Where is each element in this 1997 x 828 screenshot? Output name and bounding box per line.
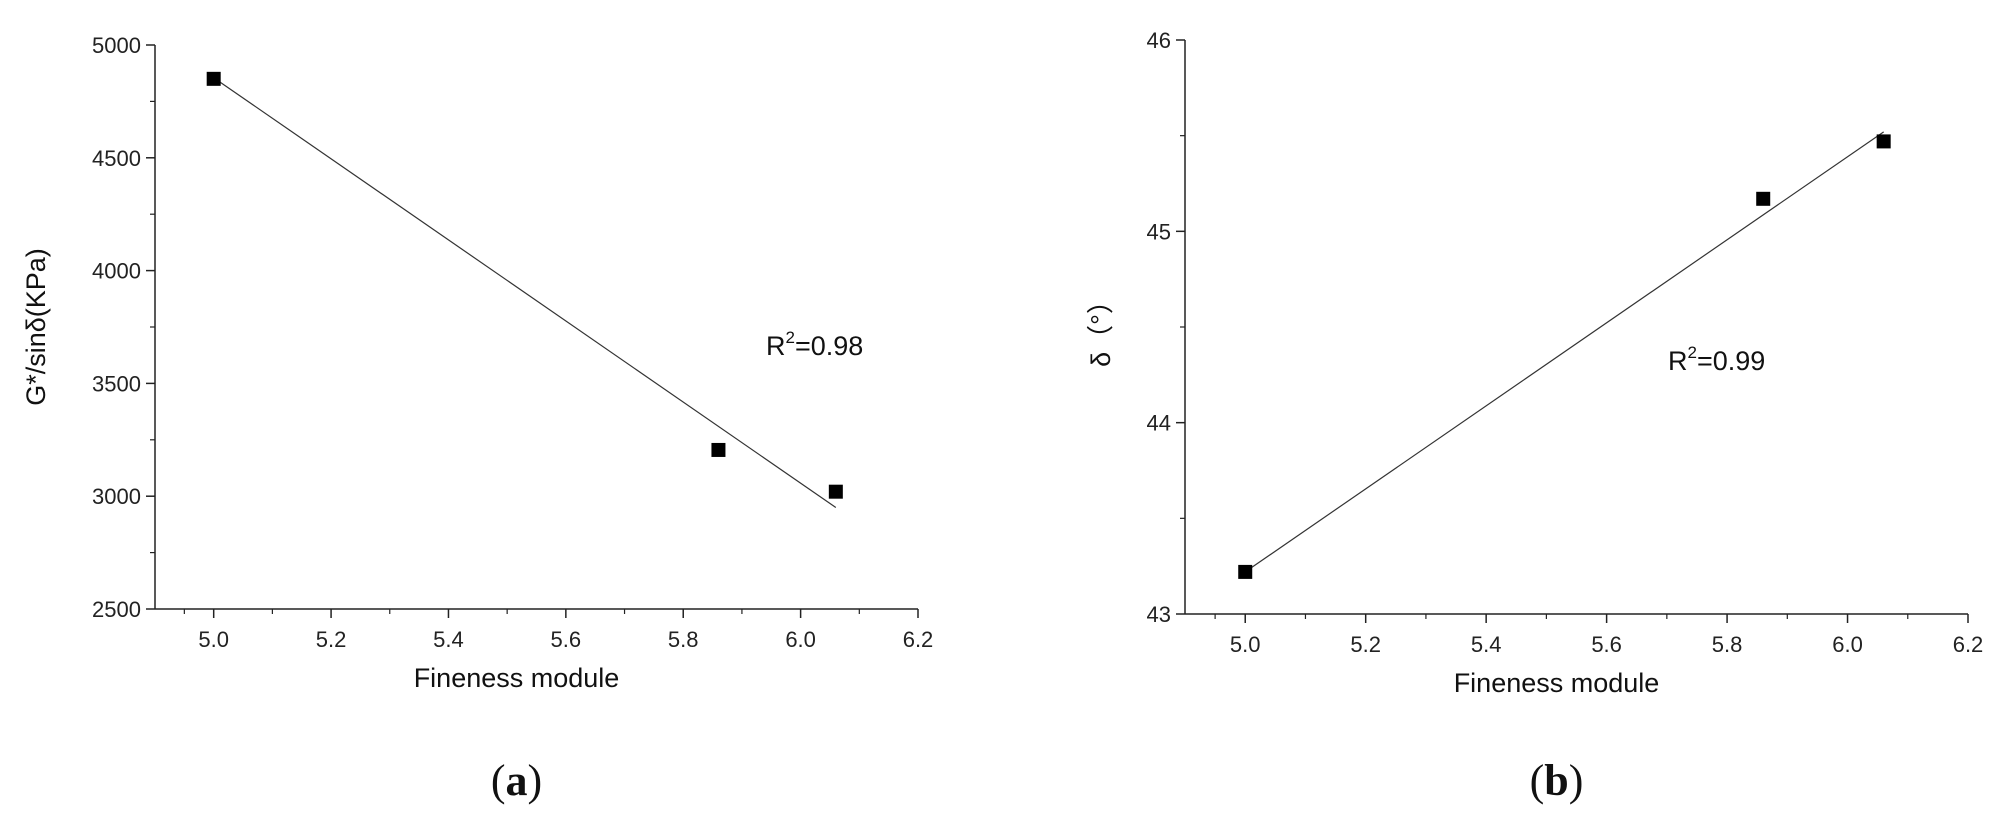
caption-b: (b) <box>1529 756 1584 805</box>
x-axis-title: Fineness module <box>1454 668 1660 698</box>
y-axis-title: δ（°） <box>1086 287 1116 367</box>
y-tick-label: 2500 <box>92 597 141 622</box>
x-tick-label: 5.4 <box>433 627 464 652</box>
y-tick-label: 3000 <box>92 484 141 509</box>
x-axis-title: Fineness module <box>414 663 620 693</box>
x-tick-label: 5.2 <box>1350 632 1381 657</box>
caption-a: (a) <box>490 756 543 805</box>
chart-b-svg: 5.0 5.2 5.4 5.6 5.8 6.0 6.2 43 44 45 46 Fineness mo… <box>1086 28 1984 698</box>
x-tick-label: 6.0 <box>785 627 816 652</box>
y-tick-label: 4000 <box>92 259 141 284</box>
data-point <box>828 484 843 499</box>
data-point <box>1876 134 1891 149</box>
x-tick-label: 5.0 <box>198 627 229 652</box>
y-tick-label: 5000 <box>92 33 141 58</box>
x-tick-label: 6.0 <box>1832 632 1863 657</box>
data-point <box>1238 564 1253 579</box>
r-squared-annotation: R2=0.99 <box>1668 343 1765 376</box>
y-tick-label: 43 <box>1147 602 1171 627</box>
x-tick-label: 5.6 <box>551 627 582 652</box>
data-point <box>711 442 726 457</box>
y-tick-label: 45 <box>1147 219 1171 244</box>
x-tick-label: 5.6 <box>1591 632 1622 657</box>
y-tick-label: 44 <box>1147 411 1171 436</box>
y-tick-label: 3500 <box>92 371 141 396</box>
x-tick-label: 5.8 <box>1712 632 1743 657</box>
data-point <box>206 71 221 86</box>
y-axis-title: G*/sinδ(KPa) <box>21 248 51 406</box>
y-tick-label: 46 <box>1147 28 1171 53</box>
chart-panel-a: 5.0 5.2 5.4 5.6 5.8 6.0 6.2 2500 3000 3500 4000 450… <box>0 0 998 828</box>
x-tick-label: 6.2 <box>903 627 934 652</box>
x-tick-label: 6.2 <box>1953 632 1984 657</box>
r-squared-annotation: R2=0.98 <box>766 328 863 361</box>
x-tick-label: 5.0 <box>1230 632 1261 657</box>
y-tick-label: 4500 <box>92 146 141 171</box>
fit-line <box>1244 131 1885 573</box>
fit-line <box>213 77 837 508</box>
x-tick-label: 5.2 <box>316 627 347 652</box>
data-point <box>1756 191 1771 206</box>
x-tick-label: 5.4 <box>1471 632 1502 657</box>
chart-a-svg: 5.0 5.2 5.4 5.6 5.8 6.0 6.2 2500 3000 3500 4000 450… <box>21 33 934 693</box>
x-tick-label: 5.8 <box>668 627 699 652</box>
chart-panel-b: 5.0 5.2 5.4 5.6 5.8 6.0 6.2 43 44 45 46 Fineness mo… <box>998 0 1997 828</box>
